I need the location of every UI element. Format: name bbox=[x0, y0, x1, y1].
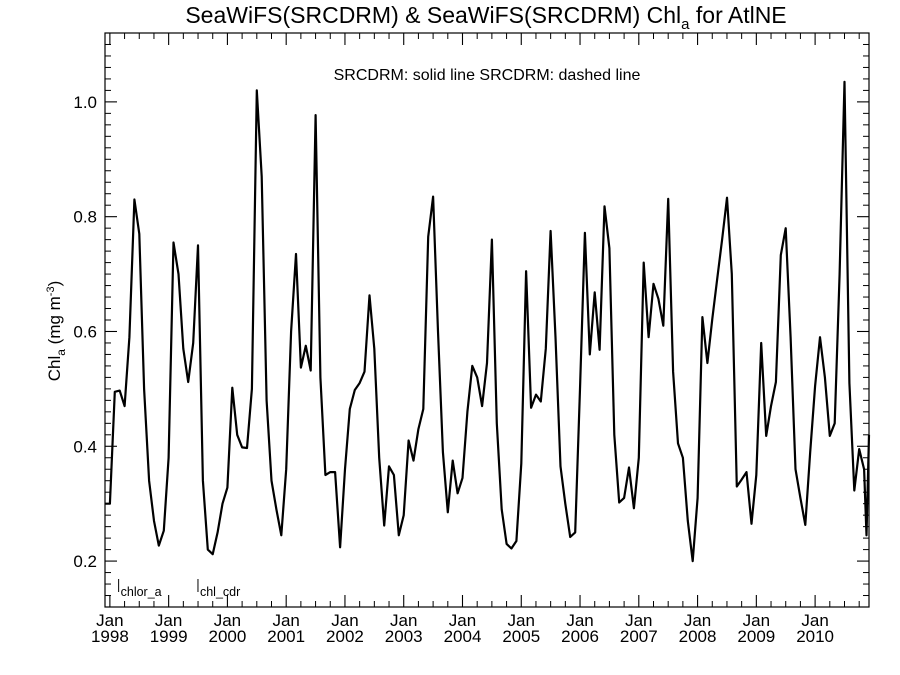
x-tick-label-month: Jan bbox=[566, 611, 593, 630]
x-tick-label-month: Jan bbox=[155, 611, 182, 630]
axis-ticks bbox=[105, 32, 869, 608]
x-tick-label-month: Jan bbox=[684, 611, 711, 630]
x-tick-label-month: Jan bbox=[390, 611, 417, 630]
title-subscript: a bbox=[681, 16, 690, 33]
y-tick-label: 0.6 bbox=[73, 322, 97, 341]
ylabel-subscript: a bbox=[54, 349, 68, 356]
title-main: SeaWiFS(SRCDRM) & SeaWiFS(SRCDRM) Chl bbox=[185, 2, 681, 28]
x-tick-label-month: Jan bbox=[625, 611, 652, 630]
x-tick-label-month: Jan bbox=[508, 611, 535, 630]
ylabel-close: ) bbox=[45, 281, 64, 287]
x-tick-label-year: 2003 bbox=[385, 627, 423, 646]
ylabel-base: Chl bbox=[45, 356, 64, 382]
y-tick-label: 1.0 bbox=[73, 93, 97, 112]
x-tick-label-month: Jan bbox=[743, 611, 770, 630]
x-tick-label-month: Jan bbox=[801, 611, 828, 630]
ylabel-unit: (mg m bbox=[45, 296, 64, 349]
x-tick-label-year: 2010 bbox=[796, 627, 834, 646]
x-tick-label-year: 2002 bbox=[326, 627, 364, 646]
title-tail: for AtlNE bbox=[690, 2, 787, 28]
legend-text: SRCDRM: solid line SRCDRM: dashed line bbox=[334, 67, 641, 84]
y-tick-label: 0.2 bbox=[73, 552, 97, 571]
x-tick-label-year: 2008 bbox=[679, 627, 717, 646]
x-tick-label-year: 2000 bbox=[209, 627, 247, 646]
x-tick-label-month: Jan bbox=[214, 611, 241, 630]
marker-label: chl_cdr bbox=[200, 585, 240, 599]
marker-labels: chlor_a chl_cdr bbox=[118, 579, 240, 599]
x-tick-label-year: 2001 bbox=[267, 627, 305, 646]
y-tick-label: 0.4 bbox=[73, 437, 97, 456]
series-layer bbox=[105, 80, 871, 563]
x-tick-label-year: 2007 bbox=[620, 627, 658, 646]
ylabel-superscript: -3 bbox=[45, 286, 57, 296]
y-tick-label: 0.8 bbox=[73, 208, 97, 227]
x-tick-label-year: 2004 bbox=[444, 627, 482, 646]
x-tick-label-month: Jan bbox=[331, 611, 358, 630]
x-tick-label-year: 2006 bbox=[561, 627, 599, 646]
x-tick-label-year: 1998 bbox=[91, 627, 129, 646]
x-tick-label-month: Jan bbox=[96, 611, 123, 630]
axis-tick-labels: 0.20.40.60.81.0Jan1998Jan1999Jan2000Jan2… bbox=[73, 93, 834, 646]
x-tick-label-year: 1999 bbox=[150, 627, 188, 646]
series-line-srcdrm bbox=[105, 80, 871, 563]
y-axis-label: Chla (mg m-3) bbox=[45, 281, 68, 382]
chart-title: SeaWiFS(SRCDRM) & SeaWiFS(SRCDRM) Chla f… bbox=[185, 2, 786, 33]
x-tick-label-year: 2005 bbox=[502, 627, 540, 646]
x-tick-label-month: Jan bbox=[272, 611, 299, 630]
x-tick-label-year: 2009 bbox=[737, 627, 775, 646]
marker-label: chlor_a bbox=[121, 585, 162, 599]
x-tick-label-month: Jan bbox=[449, 611, 476, 630]
